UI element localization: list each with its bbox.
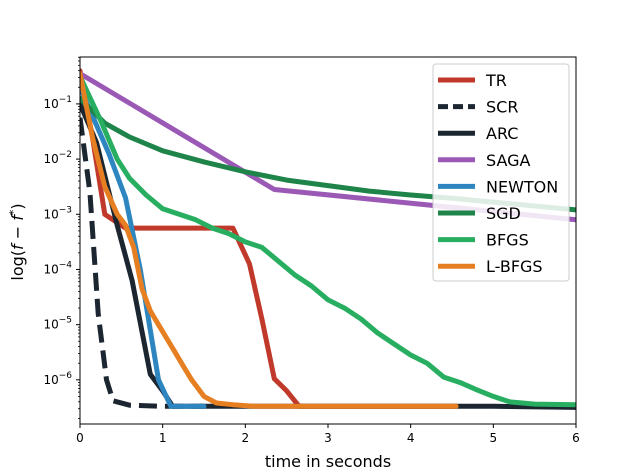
legend-label-newton: NEWTON: [486, 177, 558, 196]
x-axis-label: time in seconds: [265, 452, 391, 471]
legend-label-bfgs: BFGS: [486, 231, 529, 250]
x-axis-ticks: 0 1 2 3 4 5 6: [76, 424, 580, 445]
legend-label-scr: SCR: [486, 98, 518, 117]
legend-label-arc: ARC: [486, 124, 518, 143]
legend-label-l-bfgs: L-BFGS: [486, 257, 543, 276]
x-tick-label: 0: [76, 431, 84, 445]
legend-label-saga: SAGA: [486, 151, 531, 170]
y-tick-label: 10−2: [43, 150, 72, 166]
legend-label-tr: TR: [485, 71, 507, 90]
legend-box: [432, 63, 570, 282]
legend: TR SCR ARC SAGA NEWTON SGD BFGS L-BFGS: [432, 63, 570, 282]
series-line-scr: [80, 117, 204, 409]
x-tick-label: 2: [242, 431, 250, 445]
series-line-l-bfgs: [80, 71, 459, 409]
series-line-bfgs: [80, 73, 576, 408]
legend-label-sgd: SGD: [486, 204, 521, 223]
y-tick-label: 10−6: [43, 371, 72, 387]
x-tick-label: 5: [490, 431, 498, 445]
y-tick-label: 10−5: [43, 316, 72, 332]
x-tick-label: 4: [407, 431, 415, 445]
x-tick-label: 3: [324, 431, 332, 445]
x-tick-label: 6: [572, 431, 580, 445]
y-tick-label: 10−3: [43, 205, 72, 221]
y-axis-ticks: 10−1 10−2 10−3 10−4 10−5 10−6: [43, 56, 80, 419]
y-axis-label: log(f − f*): [7, 203, 27, 280]
y-tick-label: 10−1: [43, 95, 72, 111]
y-tick-label: 10−4: [43, 260, 72, 276]
x-tick-label: 1: [159, 431, 167, 445]
